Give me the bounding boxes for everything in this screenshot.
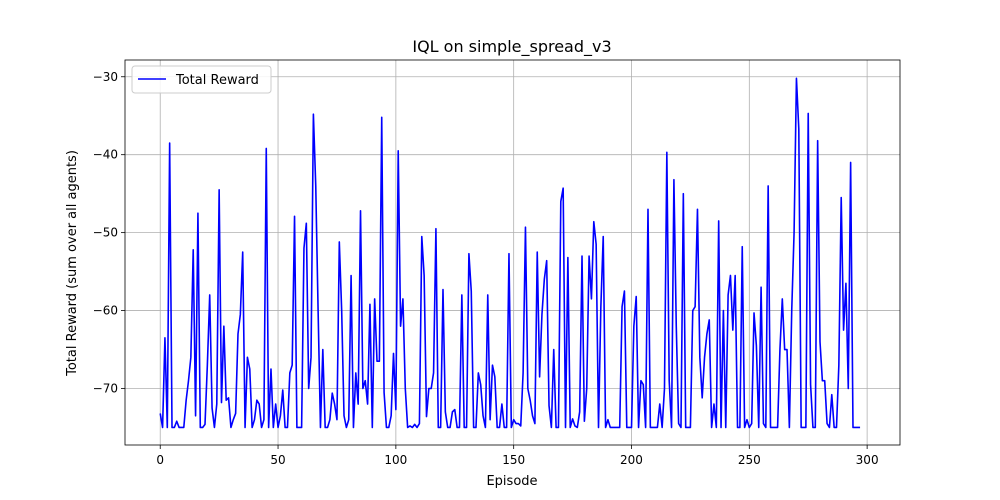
x-axis: 0 50 100 150 200 250 300 (156, 445, 879, 467)
y-axis: −70 −60 −50 −40 −30 (93, 70, 125, 395)
x-tick-label: 250 (738, 453, 761, 467)
series-layer (159, 77, 861, 429)
y-tick-label: −30 (93, 70, 118, 84)
y-axis-title: Total Reward (sum over all agents) (65, 150, 80, 377)
grid (125, 60, 900, 445)
y-tick-label: −60 (93, 304, 118, 318)
chart-title: IQL on simple_spread_v3 (412, 37, 611, 57)
x-tick-label: 150 (502, 453, 525, 467)
y-tick-label: −70 (93, 381, 118, 395)
x-tick-label: 200 (620, 453, 643, 467)
x-tick-label: 100 (384, 453, 407, 467)
x-tick-label: 300 (856, 453, 879, 467)
x-axis-title: Episode (486, 474, 537, 489)
y-tick-label: −40 (93, 148, 118, 162)
series-line-total-reward (159, 77, 861, 429)
legend: Total Reward (131, 65, 272, 94)
x-tick-label: 50 (270, 453, 285, 467)
y-tick-label: −50 (93, 226, 118, 240)
legend-box (131, 65, 272, 94)
legend-label: Total Reward (175, 73, 259, 88)
x-tick-label: 0 (156, 453, 164, 467)
plot-area (124, 59, 901, 446)
